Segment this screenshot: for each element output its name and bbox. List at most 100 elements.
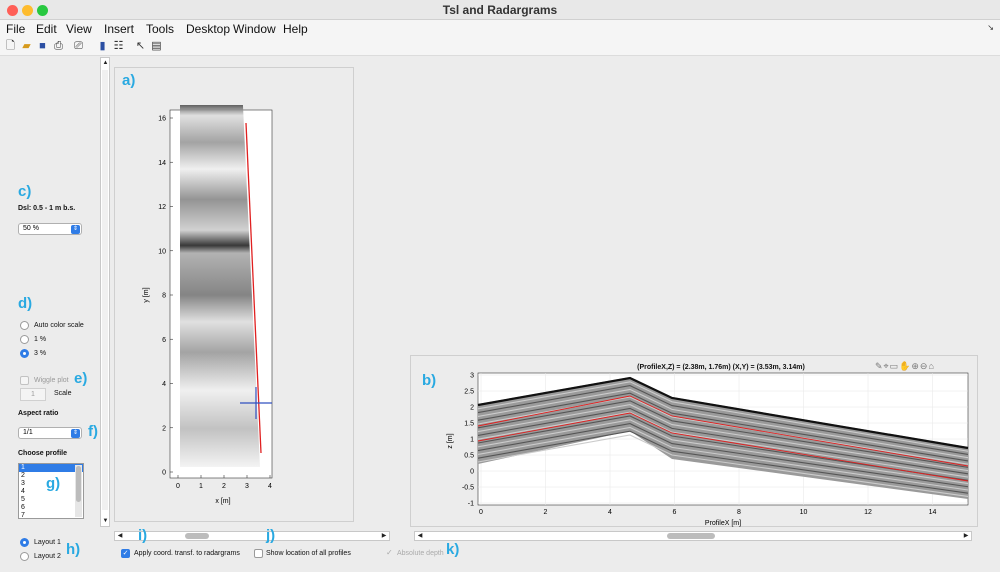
radio-auto-color-scale[interactable] bbox=[20, 321, 29, 330]
surface-reflection bbox=[477, 376, 969, 450]
list-item[interactable]: 1 bbox=[19, 464, 83, 472]
data-cursor-icon[interactable]: ⌖ bbox=[883, 361, 890, 371]
radargram-x-tick-label: 8 bbox=[737, 509, 741, 516]
radargram-x-tick-label: 0 bbox=[479, 509, 483, 516]
scroll-left-icon[interactable]: ◀ bbox=[417, 533, 423, 539]
reflection-line bbox=[477, 426, 969, 491]
radio-3-percent[interactable] bbox=[20, 349, 29, 358]
close-window-button[interactable] bbox=[7, 5, 18, 16]
list-item[interactable]: 4 bbox=[21, 488, 25, 495]
list-item[interactable]: 2 bbox=[21, 472, 25, 479]
profile-line bbox=[245, 122, 262, 454]
list-item[interactable]: 7 bbox=[21, 512, 25, 519]
show-location-label: Show location of all profiles bbox=[266, 550, 351, 557]
radargram-xlabel: ProfileX [m] bbox=[705, 520, 741, 527]
radargram-y-tick-label: 2.5 bbox=[464, 389, 474, 396]
wiggle-plot-label: Wiggle plot bbox=[34, 377, 69, 384]
left-vertical-scrollbar[interactable]: ▲ ▼ bbox=[100, 57, 110, 527]
print-icon[interactable]: ⎙ bbox=[54, 40, 63, 52]
zoom-in-icon[interactable]: ⊕ bbox=[911, 361, 920, 371]
scroll-right-icon[interactable]: ▶ bbox=[963, 533, 969, 539]
pointer-icon[interactable]: ↖ bbox=[135, 40, 146, 52]
menu-insert[interactable]: Insert bbox=[104, 22, 135, 36]
scroll-thumb[interactable] bbox=[185, 533, 209, 539]
radargram-horizontal-scrollbar[interactable]: ◀ ▶ bbox=[414, 531, 972, 541]
profile-listbox[interactable]: 1 2 3 4 5 6 7 bbox=[18, 463, 84, 519]
scroll-up-icon[interactable]: ▲ bbox=[102, 60, 109, 66]
scale-input[interactable]: 1 bbox=[20, 388, 46, 401]
layout-2-label: Layout 2 bbox=[34, 553, 61, 560]
property-editor-icon[interactable]: ▤ bbox=[151, 40, 162, 52]
listbox-scrollbar[interactable] bbox=[75, 465, 82, 517]
datatip-icon[interactable]: ▭ bbox=[889, 361, 900, 371]
menu-edit[interactable]: Edit bbox=[36, 22, 57, 36]
menu-view[interactable]: View bbox=[66, 22, 92, 36]
home-icon[interactable]: ⌂ bbox=[928, 361, 935, 371]
wiggle-plot-checkbox[interactable] bbox=[20, 376, 29, 385]
transparency-value: 50 % bbox=[23, 225, 39, 232]
map-x-tick-label: 4 bbox=[268, 483, 272, 490]
scroll-thumb[interactable] bbox=[667, 533, 715, 539]
aspect-ratio-select[interactable]: 1/1 ⇕ bbox=[18, 427, 82, 439]
label-h: h) bbox=[66, 541, 81, 558]
label-g: g) bbox=[46, 475, 61, 492]
map-horizontal-scrollbar[interactable]: ◀ ▶ bbox=[114, 531, 390, 541]
scroll-left-icon[interactable]: ◀ bbox=[117, 533, 123, 539]
layout-1-label: Layout 1 bbox=[34, 539, 61, 546]
menu-bar: File Edit View Insert Tools Desktop Wind… bbox=[0, 20, 1000, 38]
pan-icon[interactable]: ✋ bbox=[899, 361, 912, 371]
reflection-line bbox=[477, 392, 969, 462]
radargram-x-tick-label: 6 bbox=[673, 509, 677, 516]
radargram-x-tick-label: 10 bbox=[800, 509, 808, 516]
radargram-y-tick-label: 3 bbox=[470, 373, 474, 380]
menu-window[interactable]: Window bbox=[233, 22, 276, 36]
radargram-y-tick-label: 2 bbox=[470, 405, 474, 412]
radargram-x-tick-label: 12 bbox=[864, 509, 872, 516]
choose-profile-title: Choose profile bbox=[18, 450, 68, 457]
show-location-checkbox[interactable] bbox=[254, 549, 263, 558]
axes-toolbar: ✎⌖▭✋⊕⊖⌂ bbox=[875, 361, 935, 372]
absolute-depth-label: Absolute depth bbox=[397, 550, 444, 557]
radio-1-percent[interactable] bbox=[20, 335, 29, 344]
legend-icon[interactable]: ☷ bbox=[113, 40, 124, 52]
radio-layout-2[interactable] bbox=[20, 552, 29, 561]
radargram-y-tick-label: 0.5 bbox=[464, 453, 474, 460]
zoom-window-button[interactable] bbox=[37, 5, 48, 16]
scroll-down-icon[interactable]: ▼ bbox=[102, 518, 109, 524]
minimize-window-button[interactable] bbox=[22, 5, 33, 16]
aspect-ratio-value: 1/1 bbox=[23, 429, 33, 436]
transparency-select[interactable]: 50 % ⇕ bbox=[18, 223, 82, 235]
scroll-right-icon[interactable]: ▶ bbox=[381, 533, 387, 539]
map-y-tick-label: 2 bbox=[162, 425, 166, 432]
menu-tools[interactable]: Tools bbox=[146, 22, 175, 36]
radargram-plot[interactable]: 3 2.5 2 1.5 1 0.5 0 -0.5 -1 0 2 4 6 8 10 12 14 z [m] Pr… bbox=[440, 369, 972, 529]
list-item[interactable]: 5 bbox=[21, 496, 25, 503]
map-y-tick-label: 6 bbox=[162, 337, 166, 344]
colorbar-icon[interactable]: ▮ bbox=[99, 40, 106, 52]
map-y-tick-label: 12 bbox=[158, 204, 166, 211]
menu-desktop[interactable]: Desktop bbox=[186, 22, 231, 36]
save-icon[interactable]: ■ bbox=[39, 40, 46, 52]
absolute-depth-check-icon[interactable]: ✓ bbox=[386, 548, 393, 557]
brush-icon[interactable]: ✎ bbox=[875, 361, 884, 371]
new-file-icon[interactable]: 🗋 bbox=[6, 40, 15, 52]
reflection-line bbox=[477, 419, 969, 485]
reflection-line bbox=[477, 434, 969, 497]
apply-coord-checkbox[interactable]: ✓ bbox=[121, 549, 130, 558]
title-bar: Tsl and Radargrams bbox=[0, 0, 1000, 20]
zoom-out-icon[interactable]: ⊖ bbox=[919, 361, 929, 371]
scale-label: Scale bbox=[54, 390, 72, 397]
label-a: a) bbox=[122, 72, 136, 89]
radio-layout-1[interactable] bbox=[20, 538, 29, 547]
list-item[interactable]: 6 bbox=[21, 504, 25, 511]
reflection-line bbox=[477, 430, 969, 494]
print-preview-icon[interactable]: ⎚ bbox=[74, 40, 83, 52]
list-item[interactable]: 3 bbox=[21, 480, 25, 487]
radargram-y-tick-label: 1 bbox=[470, 437, 474, 444]
menu-file[interactable]: File bbox=[6, 22, 26, 36]
interpreted-horizon-2 bbox=[477, 412, 969, 482]
open-folder-icon[interactable]: ▰ bbox=[22, 40, 31, 52]
menu-help[interactable]: Help bbox=[283, 22, 308, 36]
dock-arrow-icon[interactable]: ↘ bbox=[987, 23, 994, 32]
